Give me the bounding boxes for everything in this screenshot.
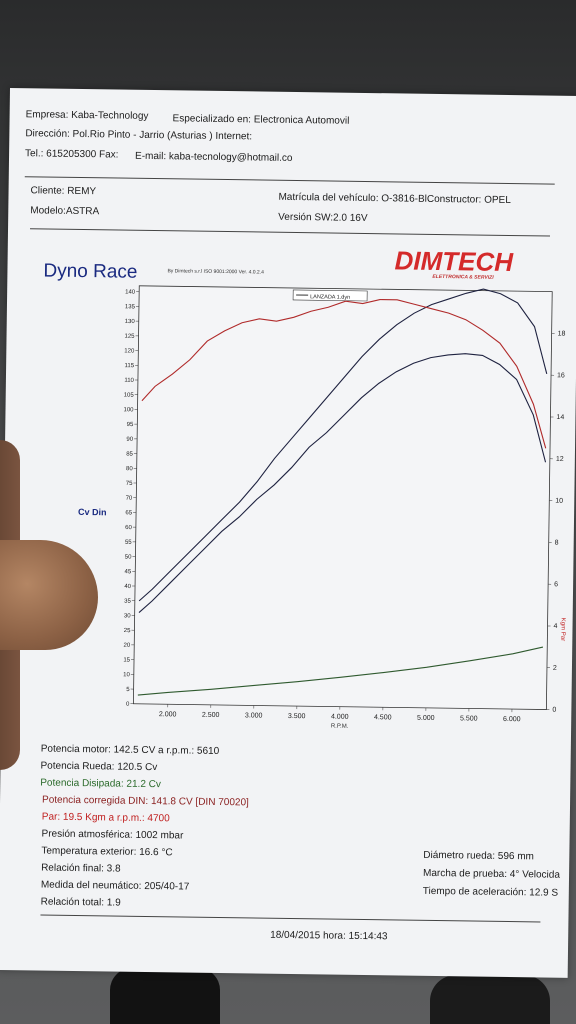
y-left-tick-label: 40 (124, 584, 131, 590)
potencia-corregida: Potencia corregida DIN: 141.8 CV [DIN 70… (41, 794, 249, 809)
relacion-final-text: Relación final: 3.8 (41, 862, 121, 875)
potencia-motor: Potencia motor: 142.5 CV a r.p.m.: 5610 (40, 743, 220, 757)
x-tick-label: 5.500 (460, 715, 478, 722)
y-left-tick-label: 45 (125, 569, 132, 575)
y-left-tick-label: 85 (126, 451, 133, 457)
dimtech-logo: DIMTECH ELETTRONICA & SERVIZI (394, 245, 514, 281)
y-right-tick-label: 10 (555, 498, 563, 505)
y-right-tick-label: 8 (555, 539, 559, 546)
dyno-chart: LANZADA 1.dyn051015202530354045505560657… (78, 285, 566, 730)
y-left-tick-label: 120 (124, 348, 135, 354)
y-right-tick-label: 12 (556, 456, 564, 463)
footer-divider (40, 914, 541, 923)
x-tick-label: 2.500 (202, 712, 220, 719)
diametro-text: Diámetro rueda: 596 mm (423, 849, 535, 863)
y-left-axis-label: Cv Din (78, 507, 107, 517)
y-right-tick-label: 14 (556, 414, 564, 421)
y-left-tick-label: 10 (123, 672, 130, 678)
series-line-par (141, 299, 547, 449)
tiempo-text: Tiempo de aceleración: 12.9 S (422, 885, 559, 899)
legend-label: LANZADA 1.dyn (310, 294, 350, 301)
y-left-tick-label: 25 (124, 628, 131, 634)
shoe-left (110, 968, 220, 1024)
shoe-right (430, 975, 550, 1024)
y-left-tick-label: 125 (124, 334, 135, 340)
y-left-tick-label: 90 (126, 437, 133, 443)
y-left-tick-label: 105 (124, 393, 135, 399)
plot-frame (133, 285, 553, 710)
footer-datetime: 18/04/2015 hora: 15:14:43 (270, 929, 388, 943)
y-left-tick-label: 50 (125, 554, 132, 560)
y-left-tick-label: 15 (123, 657, 130, 663)
y-left-tick-label: 30 (124, 613, 131, 619)
y-left-tick-label: 60 (125, 525, 132, 531)
y-left-tick-label: 75 (126, 481, 133, 487)
series-line-potencia-motor (138, 288, 548, 602)
y-left-tick-label: 35 (124, 599, 131, 605)
y-left-tick-label: 20 (123, 643, 130, 649)
y-left-tick-label: 100 (123, 407, 134, 413)
series-line-potencia-disipada (137, 646, 544, 696)
par-text: Par: 19.5 Kgm a r.p.m.: 4700 (41, 811, 170, 825)
marcha-text: Marcha de prueba: 4° Velocida (422, 867, 561, 881)
temperatura-text: Temperatura exterior: 16.6 °C (41, 845, 173, 859)
y-right-tick-label: 16 (557, 372, 565, 379)
presion-text: Presión atmosférica: 1002 mbar (41, 828, 184, 842)
legend-box (292, 289, 368, 302)
logo-brand: DIMTECH (394, 245, 514, 277)
dyno-printout: Empresa: Kaba-Technology Especializado e… (0, 88, 576, 978)
y-right-tick-label: 18 (558, 330, 566, 337)
y-right-tick-label: 4 (553, 623, 557, 630)
y-left-tick-label: 115 (125, 363, 135, 369)
y-left-tick-label: 0 (126, 702, 130, 708)
x-tick-label: 3.000 (245, 712, 263, 719)
x-axis-label: R.P.M. (331, 724, 349, 730)
x-tick-label: 4.000 (331, 714, 349, 721)
y-left-tick-label: 95 (127, 422, 134, 428)
x-tick-label: 2.000 (159, 711, 177, 718)
potencia-rueda: Potencia Rueda: 120.5 Cv (40, 760, 158, 774)
x-tick-label: 5.000 (417, 715, 435, 722)
relacion-total-text: Relación total: 1.9 (40, 896, 121, 909)
x-tick-label: 6.000 (503, 716, 521, 723)
y-left-tick-label: 80 (126, 466, 133, 472)
y-right-axis-label: Kgm Par (559, 618, 565, 641)
y-left-tick-label: 55 (125, 540, 132, 546)
y-left-tick-label: 70 (126, 496, 133, 502)
thumb (0, 540, 98, 650)
y-left-tick-label: 110 (124, 378, 134, 384)
y-left-tick-label: 65 (125, 510, 132, 516)
y-left-tick-label: 135 (125, 304, 136, 310)
x-tick-label: 3.500 (288, 713, 306, 720)
logo-sub: ELETTRONICA & SERVIZI (432, 274, 494, 281)
potencia-disipada: Potencia Disipada: 21.2 Cv (40, 777, 161, 791)
y-right-tick-label: 6 (554, 581, 558, 588)
y-left-tick-label: 130 (125, 319, 136, 325)
medida-text: Medida del neumático: 205/40-17 (40, 879, 190, 893)
y-right-tick-label: 0 (552, 707, 556, 714)
x-tick-label: 4.500 (374, 714, 392, 721)
y-right-tick-label: 2 (553, 665, 557, 672)
y-left-tick-label: 140 (125, 290, 136, 296)
series-line-potencia-rueda (138, 353, 547, 613)
y-left-tick-label: 5 (126, 687, 130, 693)
